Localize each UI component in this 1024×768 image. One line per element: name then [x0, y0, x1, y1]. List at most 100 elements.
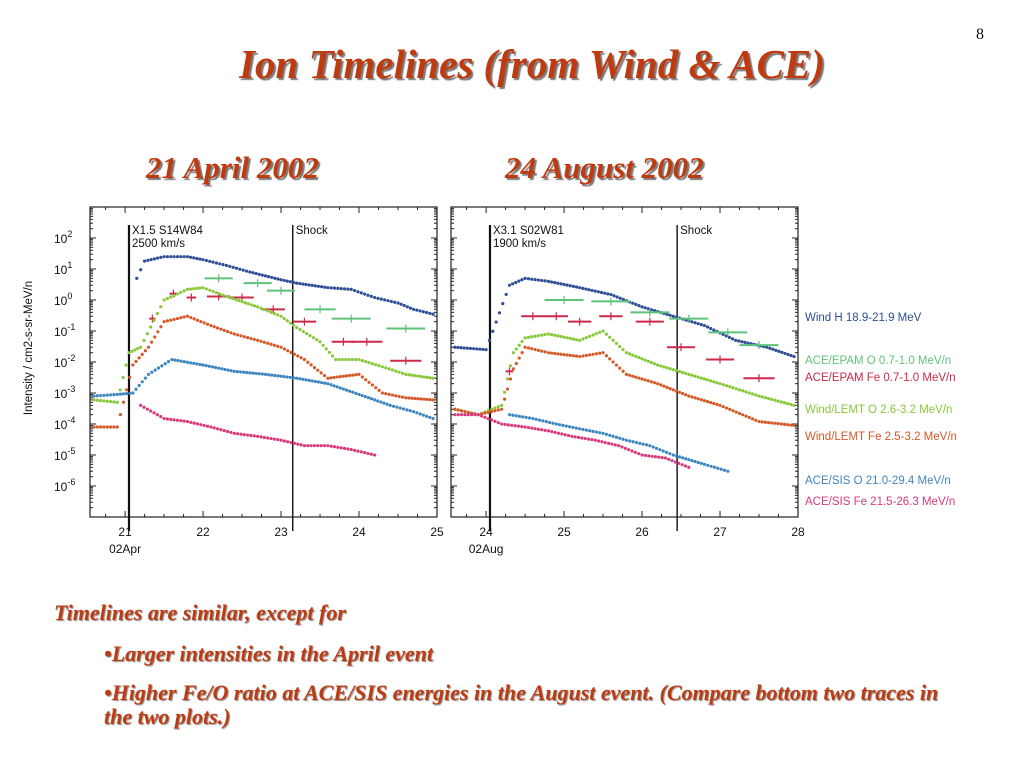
data-point	[563, 433, 567, 437]
data-point	[574, 426, 578, 430]
data-point	[112, 393, 116, 397]
data-point	[727, 335, 731, 339]
data-point	[332, 286, 337, 290]
data-point	[319, 371, 323, 375]
data-point	[276, 277, 280, 281]
data-point	[526, 425, 531, 430]
data-point	[269, 310, 273, 314]
data-point	[687, 372, 691, 376]
data-point	[179, 419, 183, 423]
data-point	[201, 258, 205, 262]
data-point	[747, 391, 751, 395]
data-point	[721, 332, 725, 337]
data-point	[256, 338, 260, 342]
data-point	[112, 425, 116, 429]
data-point	[486, 417, 490, 421]
data-point	[249, 336, 253, 341]
data-point	[192, 256, 196, 260]
data-point	[500, 422, 504, 426]
data-point	[369, 452, 373, 456]
data-point	[536, 334, 541, 338]
data-point	[588, 334, 592, 338]
data-point	[789, 423, 793, 427]
data-point	[256, 434, 260, 438]
data-point	[677, 461, 681, 465]
data-point	[323, 381, 327, 385]
data-point	[235, 370, 239, 374]
data-point	[246, 433, 250, 437]
data-point	[553, 351, 557, 356]
data-point	[165, 417, 170, 421]
data-point	[232, 369, 236, 373]
data-point	[578, 286, 582, 290]
data-point	[152, 318, 156, 322]
data-point	[506, 423, 510, 427]
data-point	[741, 413, 745, 417]
data-point	[412, 307, 416, 311]
data-point	[140, 380, 144, 384]
data-point	[568, 353, 572, 357]
data-point	[397, 370, 401, 374]
data-point	[776, 399, 780, 403]
data-point	[143, 376, 147, 380]
data-point	[279, 438, 283, 442]
data-point	[351, 373, 355, 377]
data-point	[150, 370, 154, 374]
data-point	[643, 453, 647, 458]
data-point	[272, 343, 276, 347]
data-point	[731, 409, 735, 413]
data-point	[598, 330, 602, 334]
data-point	[208, 259, 212, 263]
data-point	[475, 347, 479, 351]
data-point	[356, 290, 360, 294]
data-point	[611, 434, 615, 438]
data-point	[220, 367, 224, 371]
data-point	[709, 379, 713, 383]
data-point	[227, 295, 232, 300]
data-point	[511, 351, 515, 355]
data-point	[728, 407, 732, 411]
data-point	[226, 368, 230, 372]
data-point	[244, 269, 249, 273]
data-point	[201, 363, 205, 367]
data-point	[453, 345, 457, 349]
data-point	[584, 353, 588, 358]
data-point	[98, 398, 103, 403]
data-point	[571, 284, 576, 288]
data-point	[276, 344, 280, 348]
event-label: 2500 km/s	[132, 238, 185, 250]
data-point	[156, 366, 161, 370]
data-point	[231, 265, 235, 269]
data-point	[95, 394, 99, 398]
data-point	[169, 295, 173, 299]
data-point	[146, 372, 151, 376]
data-point	[604, 432, 608, 436]
data-point	[205, 424, 210, 428]
data-point	[421, 413, 425, 417]
data-point	[754, 393, 758, 397]
data-point	[746, 341, 750, 345]
data-point	[246, 336, 250, 340]
data-point	[534, 417, 538, 421]
data-point	[551, 421, 555, 425]
data-point	[773, 421, 777, 425]
data-point	[326, 444, 330, 448]
data-point	[156, 330, 160, 334]
data-point	[501, 302, 505, 306]
data-point	[346, 287, 350, 291]
data-point	[222, 328, 226, 332]
data-point	[251, 371, 255, 375]
y-axis-label: Intensity / cm2-s-sr-MeV/n	[23, 281, 35, 415]
data-point	[718, 382, 722, 386]
data-point	[683, 464, 688, 468]
data-point	[182, 289, 186, 293]
data-point	[486, 410, 490, 414]
data-point	[415, 411, 419, 415]
data-point	[536, 427, 541, 431]
data-point	[299, 356, 303, 360]
data-point	[348, 373, 352, 378]
data-point	[531, 416, 535, 421]
data-point	[240, 300, 244, 304]
data-point	[705, 325, 710, 329]
data-point	[115, 425, 119, 429]
